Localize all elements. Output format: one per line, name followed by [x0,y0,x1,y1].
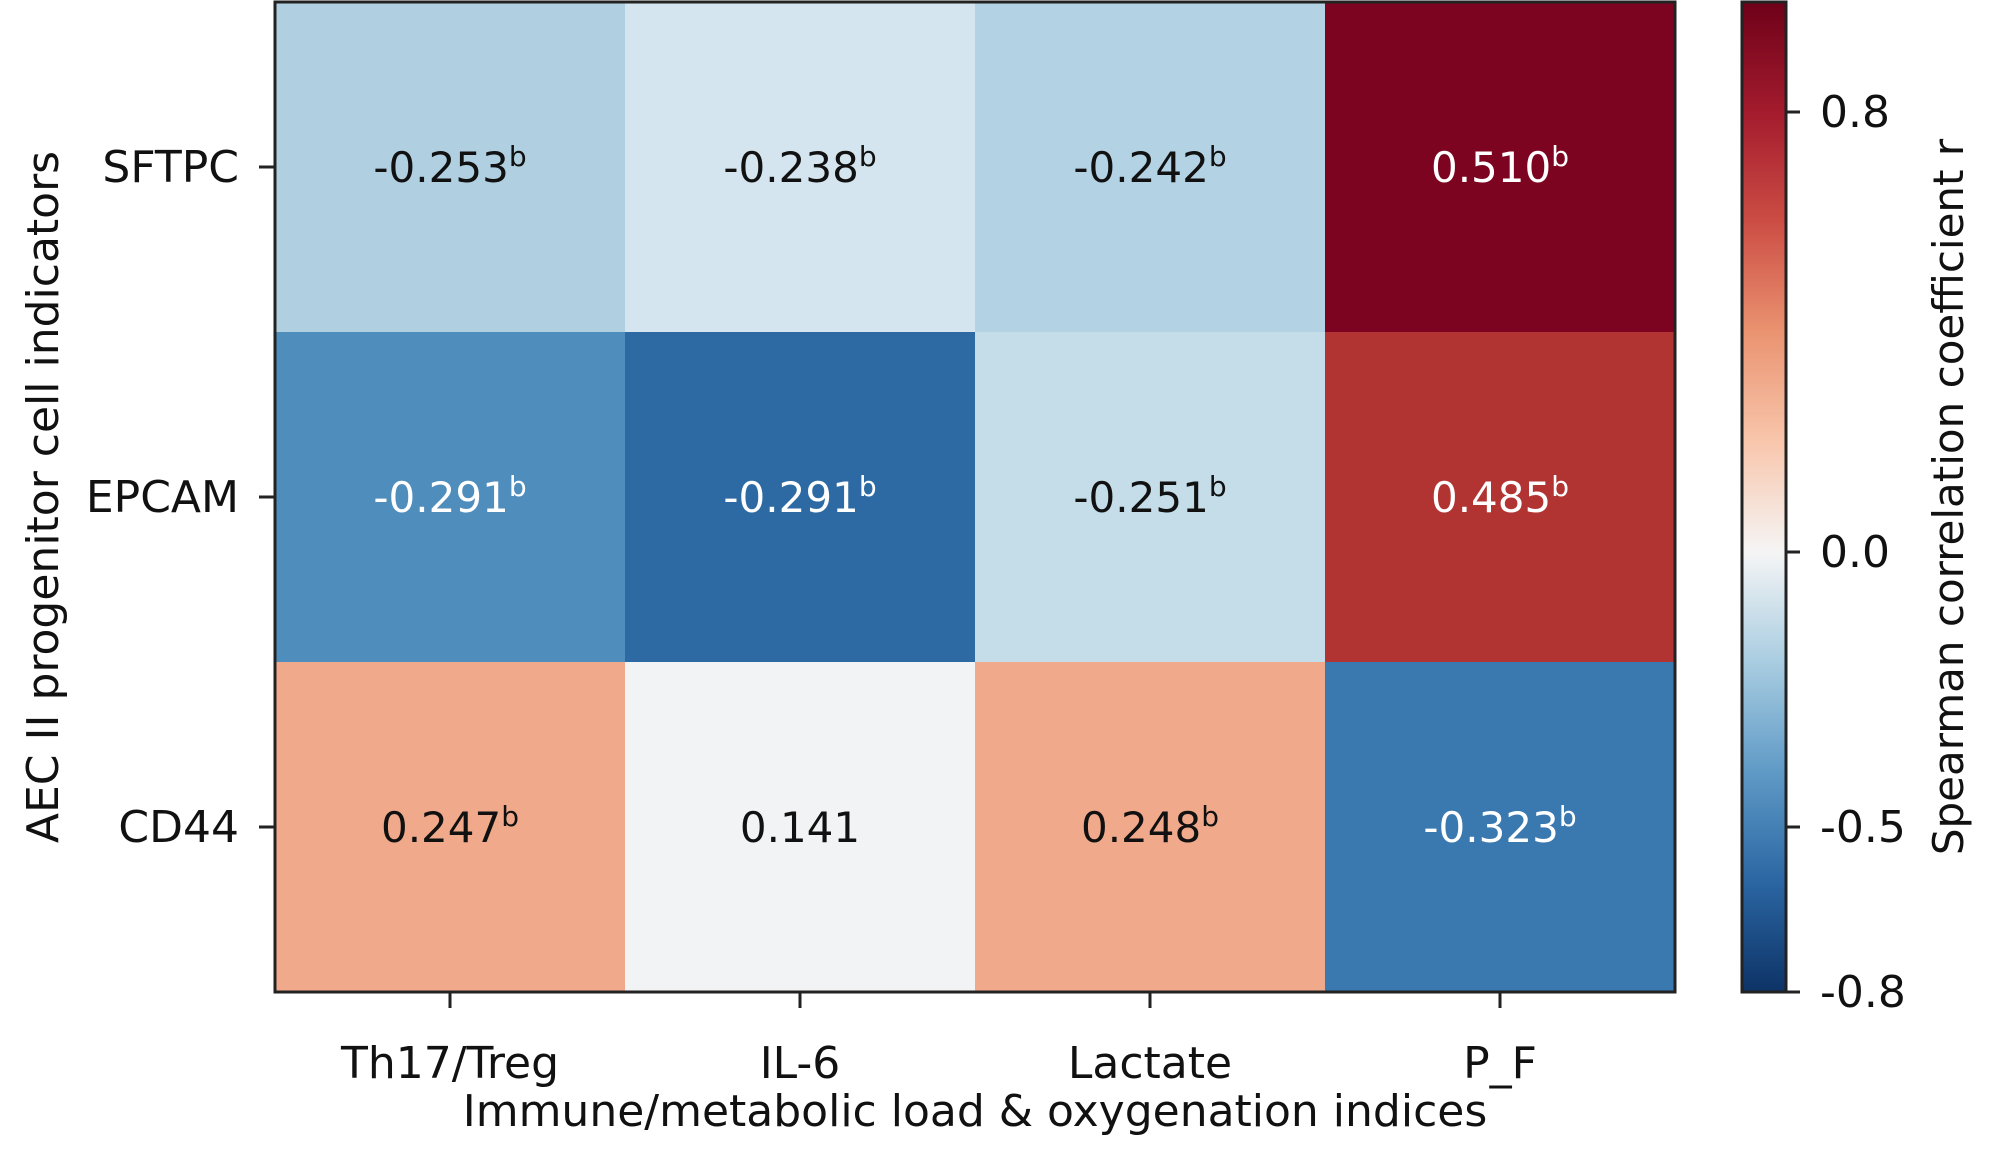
colorbar-tick-label: -0.5 [1820,802,1906,853]
heatmap-cell [975,2,1326,333]
heatmap-cell [975,332,1326,663]
x-tick-label: IL-6 [760,1038,841,1089]
y-tick-label: CD44 [118,802,239,853]
significance-marker: b [509,470,527,503]
cell-value-label: -0.291b [723,470,876,523]
heatmap-cell [1325,332,1676,663]
heatmap-cell [1325,2,1676,333]
significance-marker: b [1559,800,1577,833]
colorbar-tick-label: 0.8 [1820,87,1890,138]
colorbar-tick-label: 0.0 [1820,527,1890,578]
significance-marker: b [1201,800,1219,833]
y-tick-label: SFTPC [102,142,239,193]
x-tick-label: Th17/Treg [340,1038,559,1089]
significance-marker: b [1551,470,1569,503]
x-tick-label: Lactate [1068,1038,1232,1089]
cell-value-label: -0.291b [373,470,526,523]
y-tick-label: EPCAM [86,472,239,523]
heatmap-cells: -0.253b -0.238b -0.242b 0.510b -0.291b -0.291… [275,2,1676,993]
significance-marker: b [1209,140,1227,173]
significance-marker: b [501,800,519,833]
significance-marker: b [1209,470,1227,503]
significance-marker: b [859,470,877,503]
heatmap-cell [275,2,626,333]
x-axis-label: Immune/metabolic load & oxygenation indi… [463,1086,1488,1137]
significance-marker: b [859,140,877,173]
significance-marker: b [509,140,527,173]
heatmap-cell [625,332,976,663]
significance-marker: b [1551,140,1569,173]
y-axis-ticks: SFTPC EPCAM CD44 [86,142,275,853]
heatmap-cell [1325,662,1676,993]
cell-value-label: -0.323b [1423,800,1576,853]
cell-value-label: 0.485b [1431,470,1569,523]
colorbar-tick-label: -0.8 [1820,967,1906,1018]
heatmap-cell [275,662,626,993]
x-tick-label: P_F [1463,1038,1537,1089]
heatmap-cell [975,662,1326,993]
cell-value-label: 0.247b [381,800,519,853]
cell-value-label: 0.141 [740,803,860,852]
heatmap-cell [625,2,976,333]
colorbar-gradient [1740,0,1788,994]
cell-value-label: -0.238b [723,140,876,193]
heatmap-cell [625,662,976,993]
colorbar: 0.8 0.0 -0.5 -0.8 [1740,0,1906,1018]
heatmap-cell [275,332,626,663]
cell-value-label: 0.248b [1081,800,1219,853]
cell-value-label: -0.242b [1073,140,1226,193]
cell-value-label: -0.251b [1073,470,1226,523]
colorbar-label: Spearman correlation coefficient r [1924,138,1973,855]
x-axis-ticks: Th17/Treg IL-6 Lactate P_F [340,992,1537,1089]
cell-value-label: 0.510b [1431,140,1569,193]
cell-value-label: -0.253b [373,140,526,193]
y-axis-label: AEC II progenitor cell indicators [18,151,69,843]
